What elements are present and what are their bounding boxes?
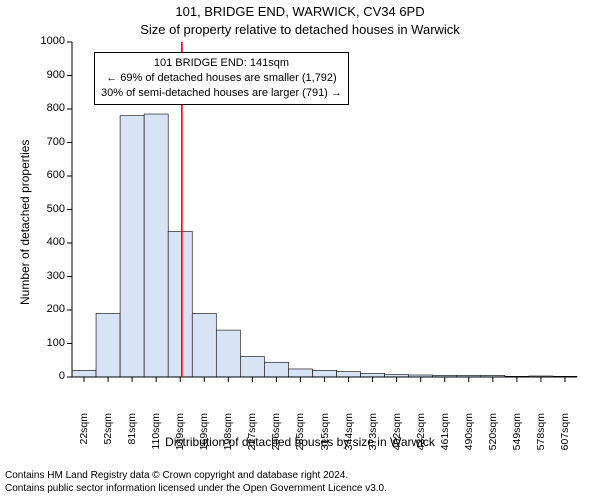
y-axis-label: Number of detached properties [18, 139, 32, 304]
x-tick-label: 52sqm [102, 413, 114, 463]
x-tick-label: 315sqm [319, 413, 331, 463]
footer-line-2: Contains public sector information licen… [5, 483, 387, 496]
x-tick-label: 139sqm [174, 413, 186, 463]
x-tick-label: 373sqm [367, 413, 379, 463]
x-tick-label: 81sqm [126, 413, 138, 463]
y-tick-label: 700 [31, 136, 65, 148]
annotation-box: 101 BRIDGE END: 141sqm ← 69% of detached… [94, 52, 349, 105]
y-tick-label: 900 [31, 69, 65, 81]
annotation-line-3: 30% of semi-detached houses are larger (… [101, 86, 342, 101]
y-tick-label: 300 [31, 270, 65, 282]
y-tick-label: 400 [31, 236, 65, 248]
x-tick-label: 578sqm [535, 413, 547, 463]
x-tick-label: 607sqm [559, 413, 571, 463]
y-tick-label: 200 [31, 303, 65, 315]
x-tick-label: 402sqm [391, 413, 403, 463]
x-tick-label: 110sqm [150, 413, 162, 463]
x-tick-label: 344sqm [343, 413, 355, 463]
x-tick-label: 285sqm [294, 413, 306, 463]
y-tick-label: 600 [31, 169, 65, 181]
x-tick-label: 461sqm [439, 413, 451, 463]
x-tick-label: 490sqm [463, 413, 475, 463]
y-tick-label: 800 [31, 102, 65, 114]
x-tick-label: 520sqm [487, 413, 499, 463]
y-tick-label: 1000 [31, 35, 65, 47]
y-tick-label: 0 [31, 370, 65, 382]
x-tick-label: 256sqm [270, 413, 282, 463]
footer-line-1: Contains HM Land Registry data © Crown c… [5, 470, 387, 483]
y-tick-label: 100 [31, 337, 65, 349]
annotation-line-2: ← 69% of detached houses are smaller (1,… [101, 71, 342, 86]
x-tick-label: 22sqm [78, 413, 90, 463]
annotation-line-1: 101 BRIDGE END: 141sqm [101, 56, 342, 71]
x-tick-label: 549sqm [511, 413, 523, 463]
x-tick-label: 432sqm [415, 413, 427, 463]
x-tick-label: 198sqm [222, 413, 234, 463]
footer-attribution: Contains HM Land Registry data © Crown c… [5, 470, 387, 495]
x-tick-label: 227sqm [246, 413, 258, 463]
y-tick-label: 500 [31, 203, 65, 215]
x-tick-label: 169sqm [198, 413, 210, 463]
